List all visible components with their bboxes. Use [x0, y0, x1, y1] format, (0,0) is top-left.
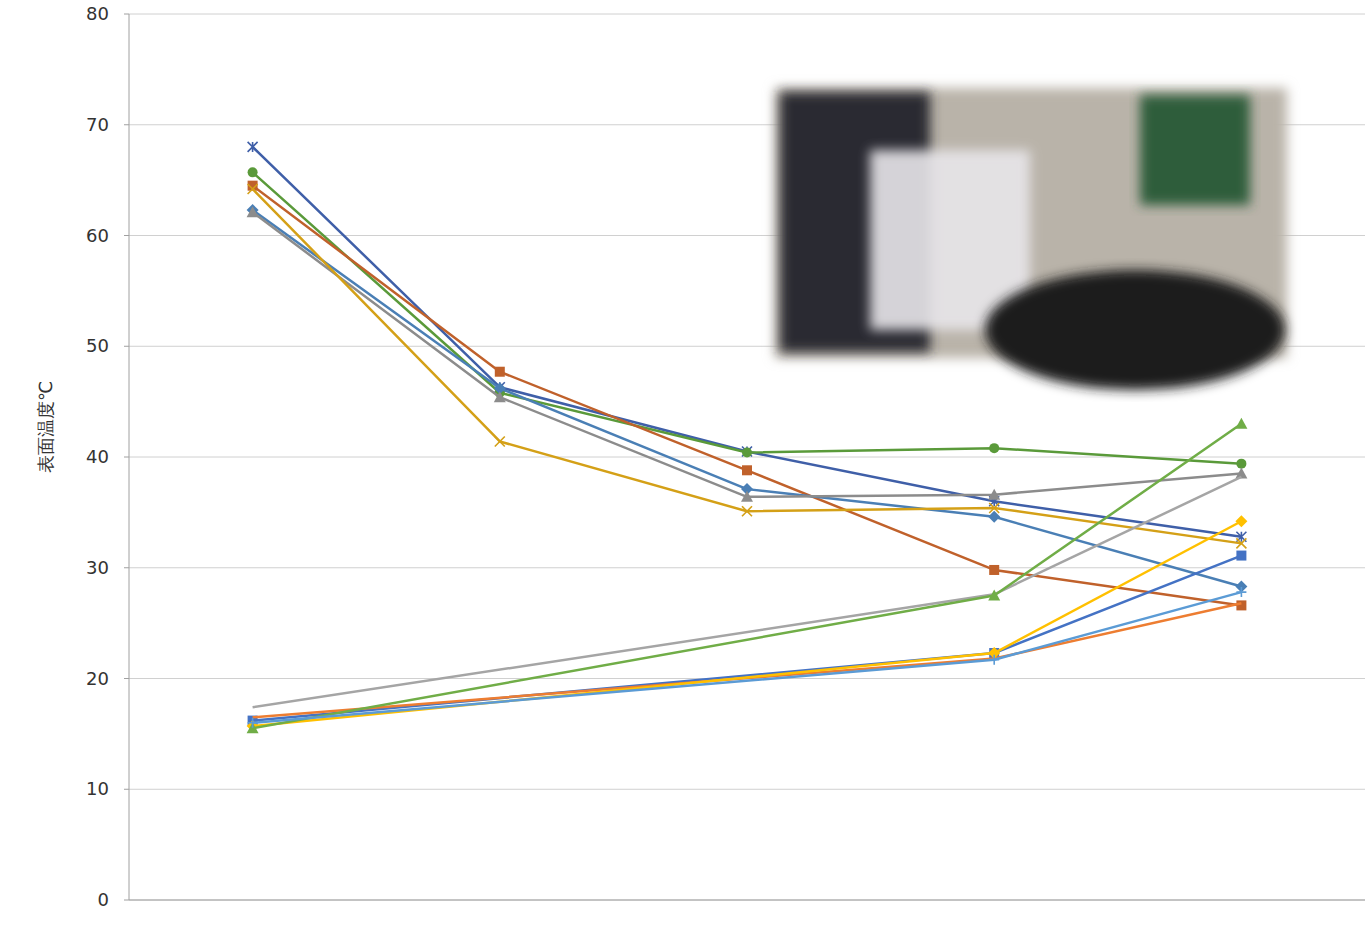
- marker: [248, 184, 258, 194]
- tick-label: 70: [86, 114, 109, 135]
- series-5: [248, 184, 1247, 548]
- tick-mark: [124, 14, 129, 15]
- line: [253, 556, 1242, 721]
- tick-label: 0: [98, 889, 109, 910]
- line: [253, 477, 1242, 707]
- series-1: [248, 167, 1247, 468]
- marker: [248, 718, 258, 728]
- series-9: [247, 515, 1248, 732]
- line: [253, 521, 1242, 726]
- line: [253, 210, 1242, 587]
- photo-tire: [985, 270, 1285, 390]
- marker: [1235, 418, 1247, 429]
- marker: [1236, 600, 1246, 610]
- series-6: [248, 551, 1247, 726]
- series-11: [248, 587, 1247, 728]
- tick-label: 30: [86, 557, 109, 578]
- grid-line: [129, 900, 1365, 901]
- tick-mark: [124, 346, 129, 347]
- marker: [988, 589, 1000, 600]
- marker: [742, 465, 752, 475]
- axis-title: 表面温度℃: [35, 381, 56, 473]
- tick-mark: [124, 457, 129, 458]
- line: [253, 189, 1242, 543]
- tick-mark: [124, 567, 129, 568]
- marker: [741, 491, 753, 502]
- marker: [1235, 515, 1247, 527]
- series-10: [247, 418, 1248, 734]
- y-axis: [129, 14, 130, 900]
- marker: [742, 448, 752, 458]
- marker: [989, 503, 999, 513]
- line: [253, 212, 1242, 497]
- tick-label: 60: [86, 225, 109, 246]
- marker: [1236, 538, 1246, 548]
- marker: [247, 206, 259, 217]
- tick-label: 20: [86, 668, 109, 689]
- marker: [989, 565, 999, 575]
- x-axis: [129, 900, 1365, 901]
- grid-line: [129, 789, 1365, 790]
- series: [247, 142, 1248, 733]
- marker: [1236, 551, 1246, 561]
- tick-mark: [124, 900, 129, 901]
- line: [253, 186, 1242, 606]
- tick-label: 10: [86, 778, 109, 799]
- marker: [1236, 587, 1246, 597]
- marker: [1236, 459, 1246, 469]
- series-8: [253, 477, 1242, 707]
- line: [253, 603, 1242, 717]
- tick-mark: [124, 235, 129, 236]
- marker: [248, 167, 258, 177]
- tick-label: 50: [86, 335, 109, 356]
- series-7: [253, 603, 1242, 717]
- line: [253, 592, 1242, 723]
- marker: [988, 489, 1000, 500]
- photo-can: [1140, 95, 1250, 205]
- tick-mark: [124, 678, 129, 679]
- marker: [989, 443, 999, 453]
- tick-mark: [124, 124, 129, 125]
- marker: [248, 142, 258, 152]
- tick-label: 40: [86, 446, 109, 467]
- series-3: [247, 204, 1248, 593]
- line: [253, 424, 1242, 729]
- grid: [124, 14, 1365, 900]
- marker: [742, 506, 752, 516]
- tick-label: 80: [86, 3, 109, 24]
- tick-mark: [124, 789, 129, 790]
- marker: [495, 367, 505, 377]
- marker: [495, 436, 505, 446]
- series-0: [248, 142, 1247, 542]
- marker: [989, 655, 999, 665]
- marker: [494, 391, 506, 402]
- grid-line: [129, 14, 1365, 15]
- chart: 0 10 20 30 40 50 60 70 80 表面温度℃: [0, 0, 1372, 934]
- photo-inset: [775, 88, 1287, 390]
- series-4: [247, 206, 1248, 502]
